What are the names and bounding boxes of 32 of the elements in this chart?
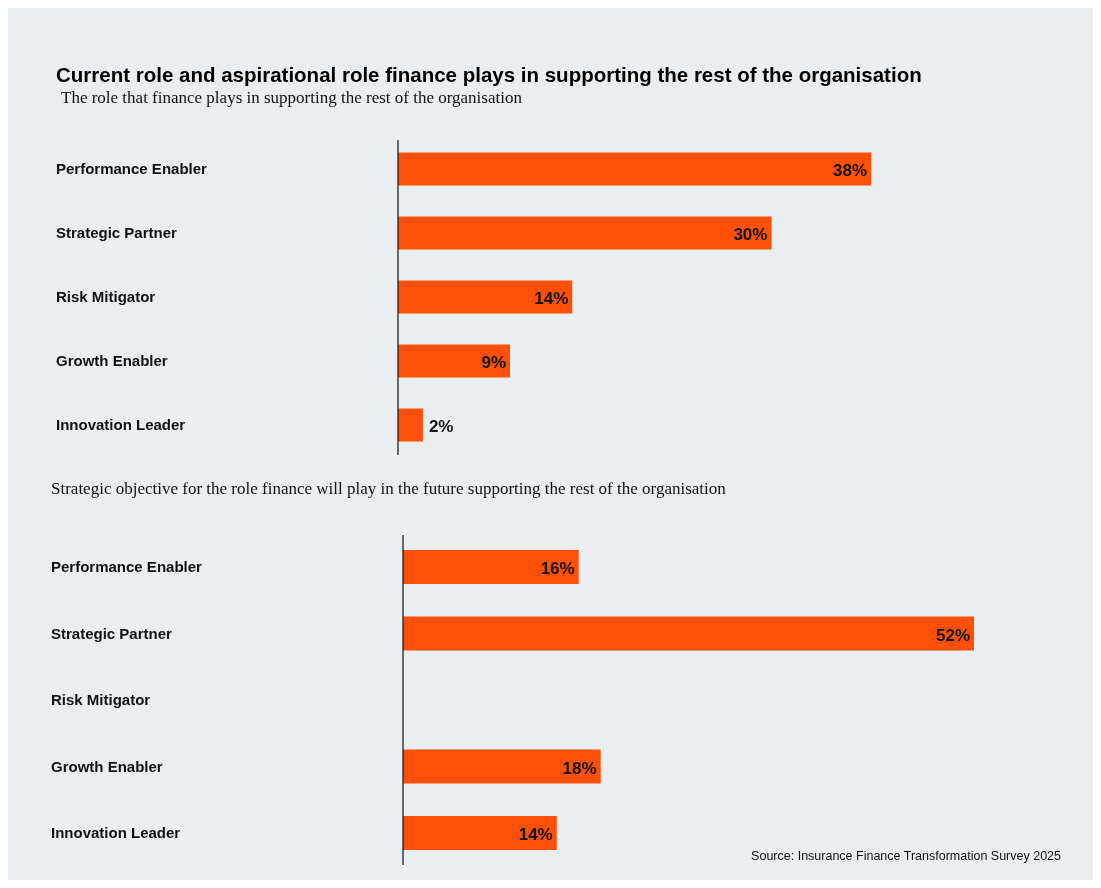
chart-subtitle: Strategic objective for the role finance will play in the future supporting the rest of the organisation (51, 479, 727, 498)
data-label: 9% (481, 353, 507, 372)
chart-title: Current role and aspirational role finance plays in supporting the rest of the organisation (56, 63, 922, 86)
y-tick-label: Innovation Leader (56, 416, 186, 433)
y-tick-label: Performance Enabler (51, 558, 203, 575)
y-tick-label: Growth Enabler (56, 352, 168, 369)
y-tick-label: Strategic Partner (51, 624, 173, 642)
bar (398, 216, 772, 250)
bar (398, 344, 511, 378)
y-tick-label: Growth Enabler (51, 757, 163, 775)
data-label: 14% (534, 289, 569, 308)
data-label: 14% (518, 825, 553, 844)
data-label: 2% (428, 417, 454, 436)
data-label: 18% (562, 758, 597, 778)
annotation: Source: Insurance Finance Transformation Survey 2025 (751, 849, 1062, 863)
chart-subtitle: The role that finance plays in supporting the rest of the organisation (61, 88, 523, 107)
bar (398, 408, 423, 442)
bar (403, 550, 579, 584)
y-tick-label: Strategic Partner (56, 224, 178, 241)
bar (398, 152, 871, 186)
data-label: 16% (540, 559, 575, 578)
bar (398, 280, 573, 314)
data-label: 52% (935, 625, 970, 645)
bar (403, 816, 557, 850)
y-tick-label: Risk Mitigator (56, 288, 156, 305)
y-tick-label: Performance Enabler (56, 160, 208, 177)
data-label: 38% (832, 161, 867, 180)
bar (403, 749, 601, 784)
y-tick-label: Innovation Leader (51, 824, 181, 841)
data-label: 30% (733, 225, 768, 244)
bar (403, 616, 974, 651)
y-tick-label: Risk Mitigator (51, 691, 151, 708)
